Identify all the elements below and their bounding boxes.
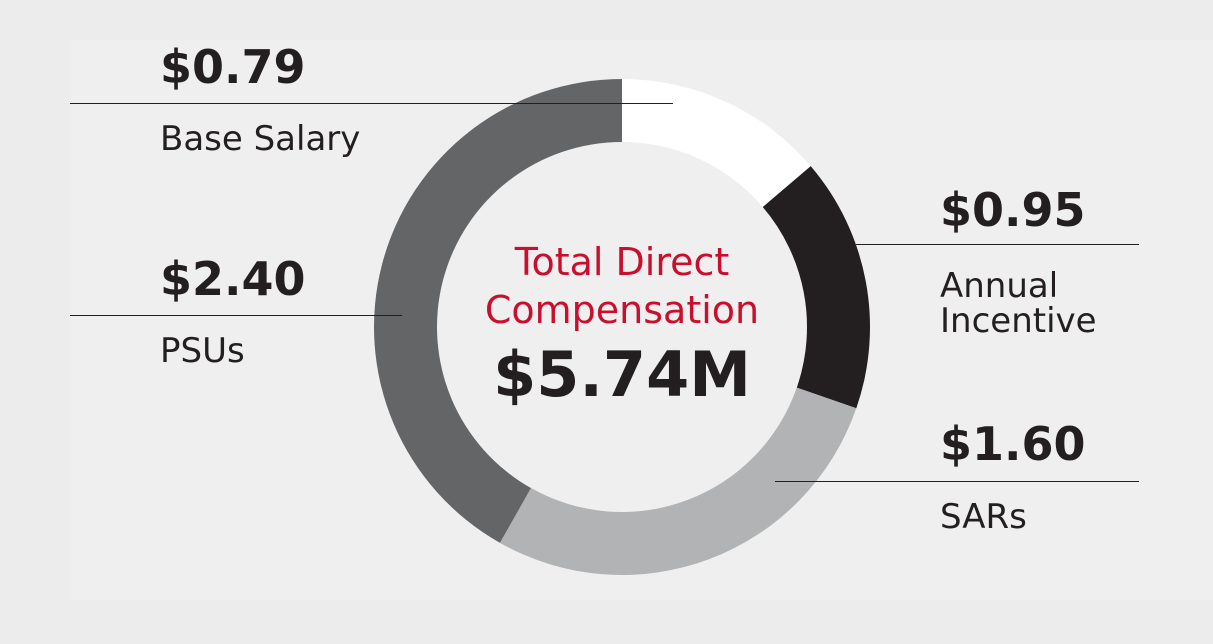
psus-label: PSUs — [160, 331, 245, 371]
annual-incentive-leader-line — [856, 244, 1139, 245]
psus-leader-line — [70, 315, 402, 316]
sars-label: SARs — [940, 497, 1027, 537]
base-salary-leader-line — [70, 103, 673, 104]
donut-slice-sars — [499, 387, 857, 575]
psus-value: $2.40 — [160, 252, 306, 306]
donut-slice-base-salary — [622, 79, 811, 207]
base-salary-label: Base Salary — [160, 119, 361, 159]
base-salary-value: $0.79 — [160, 40, 306, 94]
chart-total-value: $5.74M — [493, 338, 751, 411]
annual-incentive-label-line-1: Annual — [940, 266, 1059, 306]
chart-title: Total Direct Compensation — [472, 238, 772, 334]
chart-title-line-2: Compensation — [484, 288, 760, 332]
annual-incentive-value: $0.95 — [940, 183, 1086, 237]
sars-value: $1.60 — [940, 417, 1086, 471]
annual-incentive-label-line-2: Incentive — [940, 301, 1097, 341]
sars-leader-line — [775, 481, 1139, 482]
chart-title-line-1: Total Direct — [514, 240, 730, 284]
donut-slice-annual-incentive — [762, 166, 870, 409]
donut-slice-psus — [374, 79, 622, 543]
